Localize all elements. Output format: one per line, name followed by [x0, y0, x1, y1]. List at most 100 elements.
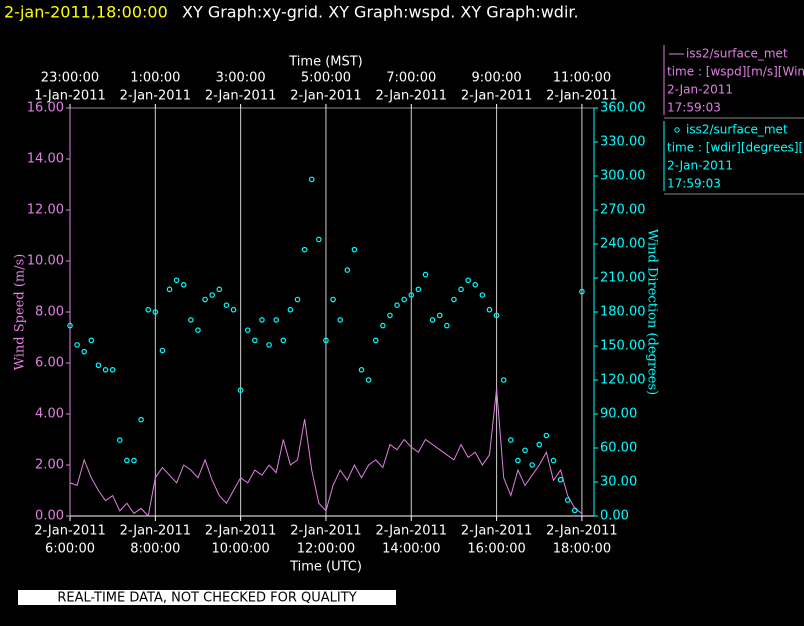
data-point	[579, 288, 585, 295]
data-point	[365, 377, 372, 383]
x2-tick-label: 2-Jan-2011	[120, 89, 192, 104]
x2-tick-label: 2-Jan-2011	[376, 89, 448, 104]
data-point	[159, 347, 166, 354]
data-point	[152, 309, 159, 315]
data-point	[280, 337, 287, 344]
y2-tick-label: 210.00	[600, 271, 646, 286]
x-tick-label: 2-Jan-2011	[376, 524, 448, 539]
data-point	[323, 337, 329, 344]
data-point	[316, 236, 322, 243]
legend-date: 2-Jan-2011	[667, 159, 733, 173]
data-point	[273, 317, 279, 323]
data-point	[351, 246, 358, 253]
y-tick-label: 14.00	[27, 152, 64, 167]
y2-tick-label: 240.00	[600, 237, 646, 252]
y-tick-label: 2.00	[35, 458, 64, 473]
data-point	[564, 497, 571, 503]
x2-tick-label: 9:00:00	[472, 71, 522, 86]
data-point	[230, 306, 237, 313]
data-point	[74, 342, 80, 348]
x-tick-label: 18:00:00	[553, 542, 611, 557]
legend-name: iss2/surface_met	[686, 123, 788, 137]
data-point	[294, 296, 301, 303]
y2-tick-label: 300.00	[600, 169, 646, 184]
data-point	[287, 306, 294, 313]
data-point	[202, 296, 208, 303]
data-point	[95, 362, 102, 369]
data-point	[223, 302, 230, 309]
legend-symbol	[674, 127, 680, 133]
data-point	[451, 296, 457, 303]
x-tick-label: 2-Jan-2011	[290, 524, 362, 539]
y2-axis-title: Wind Direction (degrees)	[645, 229, 660, 395]
x2-tick-label: 2-Jan-2011	[546, 89, 618, 104]
x2-axis-title: Time (MST)	[288, 55, 363, 70]
x-tick-label: 16:00:00	[467, 542, 525, 557]
y2-tick-label: 150.00	[600, 339, 646, 354]
x-tick-label: 8:00:00	[130, 542, 180, 557]
data-point	[408, 292, 415, 298]
data-point	[330, 296, 336, 303]
legend-time: 17:59:03	[667, 101, 721, 115]
graph-list: XY Graph:xy-grid. XY Graph:wspd. XY Grap…	[182, 3, 579, 22]
data-line	[69, 388, 583, 518]
y2-tick-label: 0.00	[600, 509, 629, 524]
data-point	[138, 416, 144, 423]
timestamp: 2-jan-2011,18:00:00	[4, 3, 168, 22]
data-point	[216, 286, 223, 293]
data-point	[252, 337, 258, 344]
data-point	[515, 457, 521, 464]
data-point	[486, 306, 493, 313]
y2-tick-label: 60.00	[600, 441, 637, 456]
data-point	[337, 317, 343, 323]
data-point	[401, 296, 407, 303]
x-tick-label: 6:00:00	[45, 542, 95, 557]
y-tick-label: 12.00	[27, 203, 64, 218]
data-point	[116, 437, 123, 443]
x-tick-label: 2-Jan-2011	[34, 524, 106, 539]
data-point	[557, 476, 564, 483]
data-point	[465, 277, 471, 284]
legend-time: 17:59:03	[667, 177, 721, 191]
legend-name: iss2/surface_met	[686, 47, 788, 61]
x2-tick-label: 3:00:00	[216, 71, 266, 86]
x2-tick-label: 7:00:00	[386, 71, 436, 86]
x2-tick-label: 2-Jan-2011	[461, 89, 533, 104]
y2-tick-label: 120.00	[600, 373, 646, 388]
legend-date: 2-Jan-2011	[667, 83, 733, 97]
x2-tick-label: 2-Jan-2011	[290, 89, 362, 104]
data-point	[173, 277, 180, 284]
data-point	[387, 312, 393, 319]
footer: REAL-TIME DATA, NOT CHECKED FOR QUALITY	[57, 591, 356, 606]
data-point	[472, 281, 479, 288]
y2-tick-label: 30.00	[600, 475, 637, 490]
data-point	[209, 292, 215, 298]
data-point	[88, 337, 95, 344]
y-tick-label: 0.00	[35, 509, 64, 524]
y-tick-label: 8.00	[35, 305, 64, 320]
data-point	[237, 387, 244, 394]
data-point	[102, 366, 109, 373]
data-point	[244, 327, 251, 333]
y-tick-label: 6.00	[35, 356, 64, 371]
x2-tick-label: 2-Jan-2011	[205, 89, 277, 104]
data-point	[358, 366, 365, 373]
y2-tick-label: 330.00	[600, 135, 646, 150]
data-point	[543, 432, 550, 439]
data-point	[493, 312, 500, 319]
x-tick-label: 14:00:00	[382, 542, 440, 557]
data-point	[429, 317, 436, 323]
x-tick-label: 2-Jan-2011	[120, 524, 192, 539]
y-tick-label: 16.00	[27, 101, 64, 116]
y2-tick-label: 270.00	[600, 203, 646, 218]
data-point	[180, 281, 187, 288]
x2-tick-label: 5:00:00	[301, 71, 351, 86]
y2-tick-label: 360.00	[600, 101, 646, 116]
x-axis-title: Time (UTC)	[289, 560, 362, 575]
y-axis-title: Wind Speed (m/s)	[13, 254, 28, 371]
legend-label: time : [wdir][degrees][W	[667, 141, 804, 155]
x2-tick-label: 23:00:00	[41, 71, 99, 86]
data-point	[529, 462, 535, 468]
data-point	[550, 457, 557, 464]
data-point	[67, 322, 73, 329]
